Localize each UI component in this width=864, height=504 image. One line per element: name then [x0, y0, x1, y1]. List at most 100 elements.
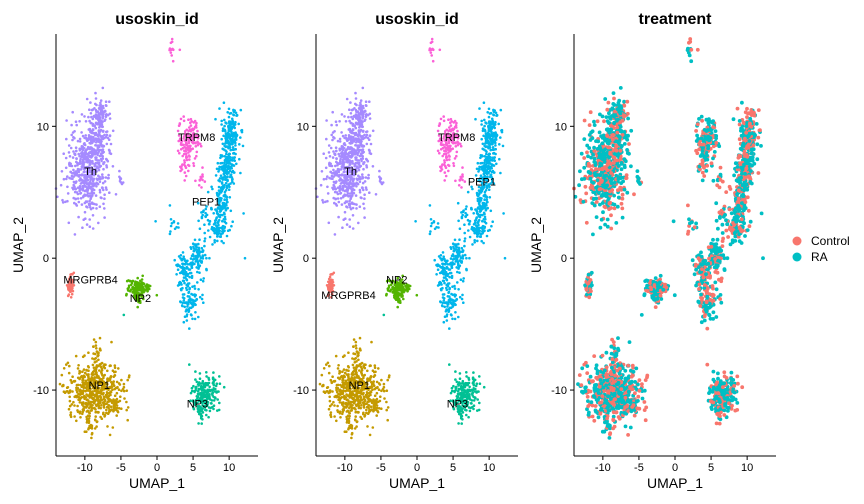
data-point — [86, 192, 90, 195]
data-point — [87, 411, 91, 414]
data-point — [131, 288, 135, 291]
data-point — [222, 101, 226, 104]
data-point — [115, 380, 119, 384]
data-point — [135, 283, 138, 287]
data-point — [349, 142, 352, 145]
data-point — [204, 382, 208, 385]
data-point — [337, 200, 341, 204]
data-point — [220, 119, 223, 123]
data-point — [217, 170, 220, 173]
data-point — [87, 151, 91, 155]
data-point — [199, 144, 203, 148]
data-point — [179, 257, 182, 260]
data-point — [78, 161, 82, 164]
data-point — [430, 40, 434, 44]
data-point — [383, 397, 386, 400]
data-point — [103, 207, 106, 210]
data-point — [198, 179, 202, 182]
data-point — [202, 209, 205, 212]
cluster-label-pep1: PEP1 — [192, 197, 220, 209]
data-point — [205, 205, 208, 208]
data-point — [238, 157, 241, 161]
data-point — [94, 126, 98, 130]
data-point — [105, 157, 108, 161]
data-point — [355, 181, 358, 185]
data-point — [340, 147, 343, 150]
data-point — [333, 201, 336, 205]
data-point — [203, 231, 206, 235]
data-point — [450, 302, 454, 306]
data-point — [343, 210, 347, 214]
data-point — [204, 207, 208, 211]
data-point — [347, 373, 350, 376]
data-point — [377, 388, 381, 392]
data-point — [354, 91, 357, 95]
data-point — [355, 392, 359, 396]
data-point — [101, 155, 104, 158]
data-point — [347, 376, 350, 379]
data-point — [346, 192, 350, 195]
data-point — [357, 406, 361, 410]
panel-usoskin-id-1: usoskin_id-10 -5 0 5 10-10010UMAP_1UMAP_2ThT… — [10, 11, 258, 491]
data-point — [82, 170, 86, 174]
data-point — [451, 317, 454, 321]
data-point — [215, 382, 219, 386]
data-point — [205, 256, 208, 260]
data-point — [80, 168, 83, 171]
data-point — [344, 194, 348, 197]
data-point — [368, 191, 371, 194]
data-point — [66, 361, 70, 365]
data-point — [322, 177, 326, 181]
data-point — [91, 390, 94, 393]
data-point — [72, 400, 75, 404]
data-point — [228, 155, 231, 159]
data-point — [488, 155, 491, 159]
data-point — [453, 243, 457, 246]
data-point — [92, 401, 96, 405]
data-point — [212, 212, 215, 215]
data-point — [213, 378, 217, 382]
data-point — [458, 227, 462, 230]
data-point — [87, 202, 91, 206]
data-point — [179, 265, 182, 269]
data-point — [230, 139, 233, 143]
data-point — [62, 367, 66, 370]
data-point — [169, 218, 173, 221]
data-point — [460, 297, 464, 301]
data-point — [92, 352, 95, 355]
data-point — [336, 161, 339, 165]
data-point — [463, 244, 466, 248]
data-point — [108, 364, 112, 367]
data-point — [108, 433, 112, 437]
data-point — [101, 181, 105, 185]
data-point — [117, 367, 120, 370]
data-point — [361, 173, 364, 176]
data-point — [222, 385, 226, 389]
data-point — [234, 132, 238, 136]
data-point — [454, 179, 457, 183]
data-point — [349, 112, 353, 115]
data-point — [228, 144, 231, 148]
data-point — [232, 113, 236, 117]
data-point — [351, 117, 355, 121]
data-point — [94, 113, 98, 116]
data-point — [343, 201, 347, 205]
data-point — [349, 207, 353, 211]
data-point — [386, 406, 390, 409]
data-point — [105, 411, 108, 415]
data-point — [446, 263, 450, 266]
data-point — [99, 164, 103, 168]
data-point — [475, 210, 479, 213]
data-point — [99, 138, 103, 141]
data-point — [439, 257, 442, 260]
data-point — [359, 128, 363, 132]
data-point — [76, 192, 80, 196]
data-point — [334, 197, 338, 201]
data-point — [480, 119, 484, 123]
data-point — [194, 387, 198, 390]
data-point — [85, 155, 89, 158]
data-point — [363, 197, 366, 200]
data-point — [218, 382, 222, 386]
data-point — [492, 152, 495, 155]
data-point — [345, 223, 349, 226]
